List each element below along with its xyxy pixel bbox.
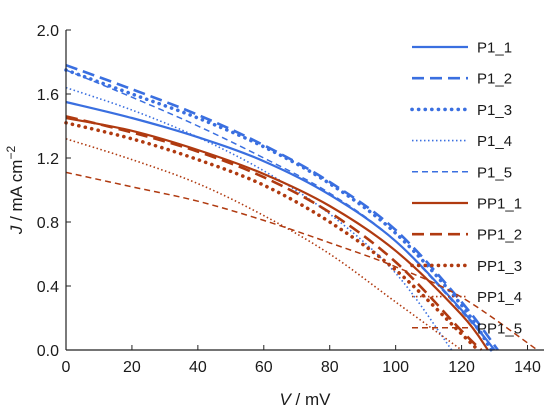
legend-label: P1_1 <box>477 40 512 57</box>
x-axis-title: V / mV <box>279 390 331 409</box>
x-tick-label: 120 <box>448 359 475 376</box>
axes <box>65 30 544 351</box>
legend-item: PP1_5 <box>412 320 522 337</box>
x-tick-label: 80 <box>321 359 339 376</box>
legend-label: P1_5 <box>477 164 512 181</box>
y-axis-unit-exponent: −2 <box>4 146 18 160</box>
legend-label: PP1_5 <box>477 320 522 337</box>
legend-item: P1_3 <box>410 102 512 119</box>
x-tick-label: 40 <box>189 359 207 376</box>
y-tick-label: 1.6 <box>37 87 59 104</box>
legend-label: PP1_2 <box>477 227 522 244</box>
x-axis-variable: V <box>279 390 292 409</box>
y-tick-label: 0.0 <box>37 343 59 360</box>
x-axis-unit: / mV <box>291 390 331 409</box>
series-line-p1-4 <box>65 86 453 351</box>
legend-label: P1_2 <box>477 71 512 88</box>
x-tick-label: 20 <box>123 359 141 376</box>
series-line-p1-2 <box>65 63 499 351</box>
legend: P1_1 P1_2 P1_3 P1_4 P1_5 PP1_1 PP1_2 PP1_3 PP1_4… <box>410 40 522 337</box>
x-tick-label: 100 <box>382 359 409 376</box>
series-line-p1-1 <box>65 100 496 351</box>
legend-item: PP1_4 <box>412 289 522 306</box>
y-axis-variable: J <box>7 225 26 235</box>
y-tick-label: 0.4 <box>37 279 59 296</box>
series-line-pp1-3 <box>64 121 480 352</box>
x-ticks: 0 20 40 60 80 100 120 140 <box>62 345 541 376</box>
plot-lines <box>64 63 538 352</box>
y-axis-unit: / mA cm <box>7 160 26 226</box>
legend-label: PP1_4 <box>477 289 522 306</box>
y-axis-title: J / mA cm−2 <box>4 146 26 236</box>
series-line-pp1-5 <box>65 171 538 351</box>
x-tick-label: 0 <box>62 359 71 376</box>
series-line-pp1-1 <box>65 116 489 351</box>
x-tick-label: 140 <box>514 359 541 376</box>
series-line-pp1-2 <box>65 115 483 351</box>
legend-label: P1_4 <box>477 133 512 150</box>
series-line-pp1-4 <box>65 138 463 351</box>
legend-label: P1_3 <box>477 102 512 119</box>
legend-item: PP1_2 <box>412 227 522 244</box>
legend-item: P1_2 <box>412 71 512 88</box>
legend-item: P1_1 <box>412 40 512 57</box>
y-tick-label: 0.8 <box>37 215 59 232</box>
series-line-p1-5 <box>65 69 496 351</box>
y-ticks: 0.0 0.4 0.8 1.2 1.6 2.0 <box>37 23 71 360</box>
y-tick-label: 1.2 <box>37 151 59 168</box>
series-line-p1-3 <box>64 68 494 352</box>
legend-label: PP1_1 <box>477 196 522 213</box>
y-tick-label: 2.0 <box>37 23 59 40</box>
legend-item: P1_5 <box>412 164 512 181</box>
legend-label: PP1_3 <box>477 258 522 275</box>
legend-item: P1_4 <box>412 133 512 150</box>
x-tick-label: 60 <box>255 359 273 376</box>
legend-item: PP1_1 <box>412 196 522 213</box>
legend-item: PP1_3 <box>410 258 522 275</box>
